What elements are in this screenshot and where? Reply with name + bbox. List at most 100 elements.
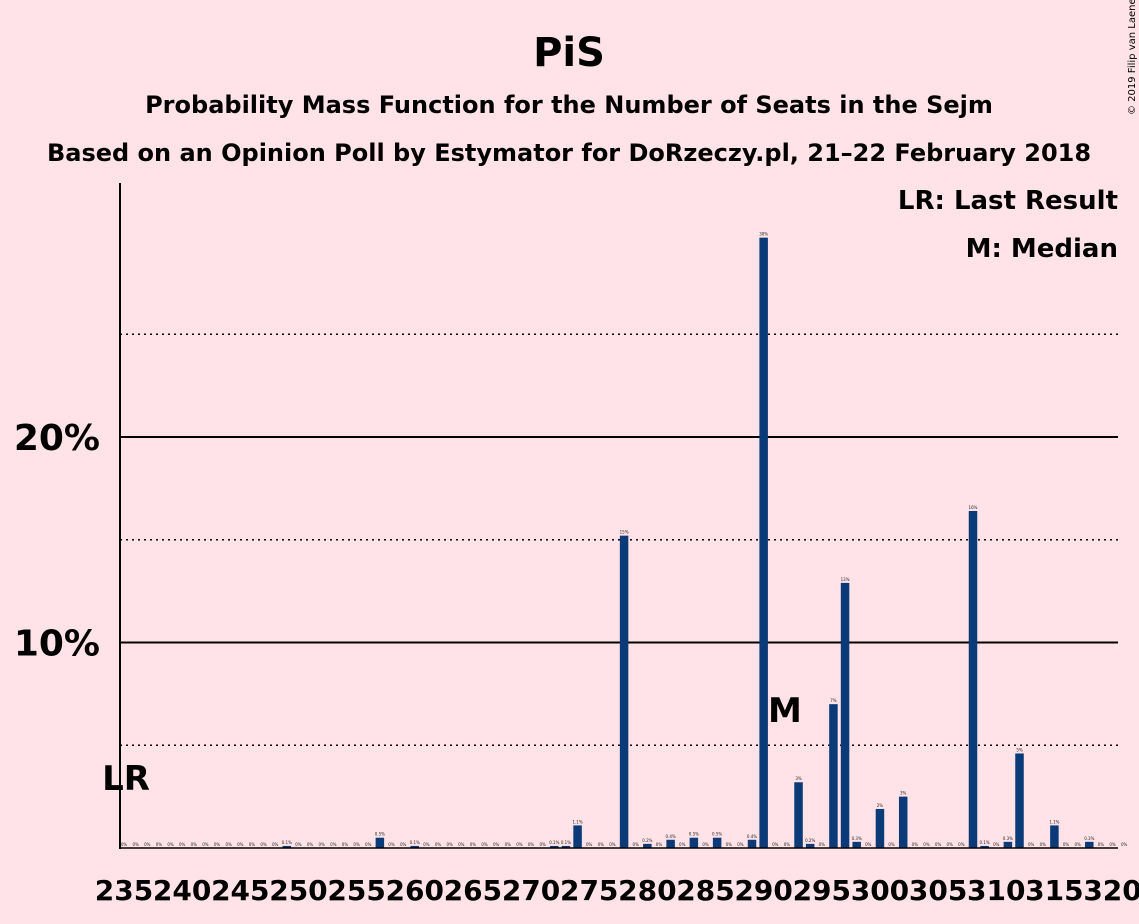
bar-label-seat-257: 0.5% — [375, 832, 385, 837]
bar-seat-312 — [1015, 753, 1024, 848]
bar-seat-297 — [840, 582, 850, 848]
bar-label-seat-299: 0% — [865, 842, 872, 847]
bar-label-seat-279: 0% — [633, 842, 640, 847]
bar-label-seat-319: 0% — [1098, 842, 1105, 847]
bar-label-seat-311: 0.3% — [1003, 836, 1013, 841]
bar-label-seat-314: 0% — [1040, 842, 1047, 847]
y-axis-ticks: 10% 20% — [14, 418, 100, 665]
bar-labels: 0% 0% 0% 0% 0% 0% 0% 0% 0% 0% 0% 0% 0% 0% 0.1% 0% 0% 0% 0%… — [121, 232, 1128, 847]
bar-label-seat-284: 0.5% — [689, 832, 699, 837]
bar-label-seat-235: 0% — [121, 842, 128, 847]
x-tick-label: 315 — [1025, 874, 1083, 907]
bar-label-seat-254: 0% — [342, 842, 349, 847]
bar-seat-286 — [712, 837, 722, 848]
x-tick-label: 295 — [793, 874, 851, 907]
legend-last-result: LR: Last Result — [898, 186, 1118, 216]
bar-label-seat-276: 0% — [598, 842, 605, 847]
bar-label-seat-294: 0.2% — [805, 838, 815, 843]
bar-label-seat-278: 15% — [620, 530, 629, 535]
bar-seat-282 — [666, 839, 675, 848]
x-tick-label: 235 — [95, 874, 153, 907]
bar-seat-290 — [759, 237, 768, 849]
x-axis-ticks: 235 240 245 250 255 260 265 270 275 280 285 290 295 3… — [95, 874, 1139, 907]
x-tick-label: 255 — [327, 874, 385, 907]
x-tick-label: 265 — [444, 874, 502, 907]
bar-label-seat-260: 0.1% — [410, 840, 420, 845]
bar-label-seat-271: 0% — [540, 842, 547, 847]
bar-label-seat-287: 0% — [726, 842, 733, 847]
bar-label-seat-309: 0.1% — [980, 840, 990, 845]
bar-label-seat-245: 0% — [237, 842, 244, 847]
bar-label-seat-261: 0% — [423, 842, 430, 847]
bar-seat-289 — [747, 839, 757, 848]
bar-seat-249 — [282, 845, 292, 848]
bar-label-seat-283: 0% — [679, 842, 686, 847]
bar-label-seat-242: 0% — [202, 842, 209, 847]
bar-seat-280 — [643, 843, 652, 848]
bar-seat-296 — [829, 704, 838, 848]
bar-label-seat-236: 0% — [132, 842, 139, 847]
bar-label-seat-301: 0% — [888, 842, 895, 847]
bar-label-seat-315: 1.1% — [1049, 819, 1059, 824]
bar-label-seat-241: 0% — [191, 842, 198, 847]
bar-label-seat-253: 0% — [330, 842, 337, 847]
x-tick-label: 270 — [502, 874, 560, 907]
bar-label-seat-312: 5% — [1016, 747, 1023, 752]
bar-seat-300 — [875, 808, 885, 848]
bar-label-seat-263: 0% — [446, 842, 453, 847]
bar-label-seat-282: 0.4% — [666, 834, 676, 839]
bar-seat-315 — [1050, 825, 1059, 848]
bar-label-seat-248: 0% — [272, 842, 279, 847]
bar-label-seat-297: 13% — [841, 577, 850, 582]
bar-label-seat-293: 3% — [795, 776, 802, 781]
bar-label-seat-307: 0% — [958, 842, 965, 847]
bar-label-seat-317: 0% — [1074, 842, 1081, 847]
bar-label-seat-305: 0% — [935, 842, 942, 847]
bar-label-seat-243: 0% — [214, 842, 221, 847]
x-tick-label: 320 — [1083, 874, 1139, 907]
bar-label-seat-298: 0.3% — [852, 836, 862, 841]
bar-label-seat-240: 0% — [179, 842, 186, 847]
bar-seat-257 — [375, 837, 385, 848]
bar-seat-294 — [805, 843, 815, 848]
gridlines — [120, 333, 1118, 746]
bar-label-seat-272: 0.1% — [549, 840, 559, 845]
bar-seat-273 — [561, 845, 571, 848]
bar-label-seat-264: 0% — [458, 842, 465, 847]
bar-label-seat-302: 3% — [900, 791, 907, 796]
bar-label-seat-285: 0% — [702, 842, 709, 847]
bar-label-seat-316: 0% — [1063, 842, 1070, 847]
bar-label-seat-295: 0% — [819, 842, 826, 847]
bar-seat-293 — [794, 782, 803, 848]
legend-median: M: Median — [966, 234, 1118, 264]
bar-label-seat-308: 16% — [969, 505, 978, 510]
bar-seat-274 — [573, 825, 582, 848]
bar-label-seat-255: 0% — [353, 842, 360, 847]
x-tick-label: 280 — [618, 874, 676, 907]
bar-label-seat-286: 0.5% — [712, 832, 722, 837]
bar-label-seat-269: 0% — [516, 842, 523, 847]
x-tick-label: 290 — [734, 874, 792, 907]
y-tick-label: 20% — [14, 418, 100, 459]
copyright-notice: © 2019 Filip van Laenen — [1127, 0, 1138, 115]
bar-label-seat-267: 0% — [493, 842, 500, 847]
bar-label-seat-296: 7% — [830, 698, 837, 703]
bar-label-seat-304: 0% — [923, 842, 930, 847]
bar-label-seat-252: 0% — [319, 842, 326, 847]
x-tick-label: 250 — [269, 874, 327, 907]
bar-label-seat-259: 0% — [400, 842, 407, 847]
bar-label-seat-290: 30% — [759, 232, 768, 237]
bar-label-seat-280: 0.2% — [642, 838, 652, 843]
bar-label-seat-313: 0% — [1028, 842, 1035, 847]
last-result-marker: LR — [102, 759, 150, 799]
bar-seat-278 — [619, 535, 629, 848]
bar-seat-272 — [550, 845, 559, 848]
bar-label-seat-237: 0% — [144, 842, 151, 847]
bar-label-seat-238: 0% — [156, 842, 163, 847]
chart-subtitle: Probability Mass Function for the Number… — [145, 91, 993, 119]
bar-label-seat-281: 0% — [656, 842, 663, 847]
bar-label-seat-275: 0% — [586, 842, 593, 847]
bar-seat-311 — [1003, 841, 1013, 848]
bar-label-seat-249: 0.1% — [282, 840, 292, 845]
